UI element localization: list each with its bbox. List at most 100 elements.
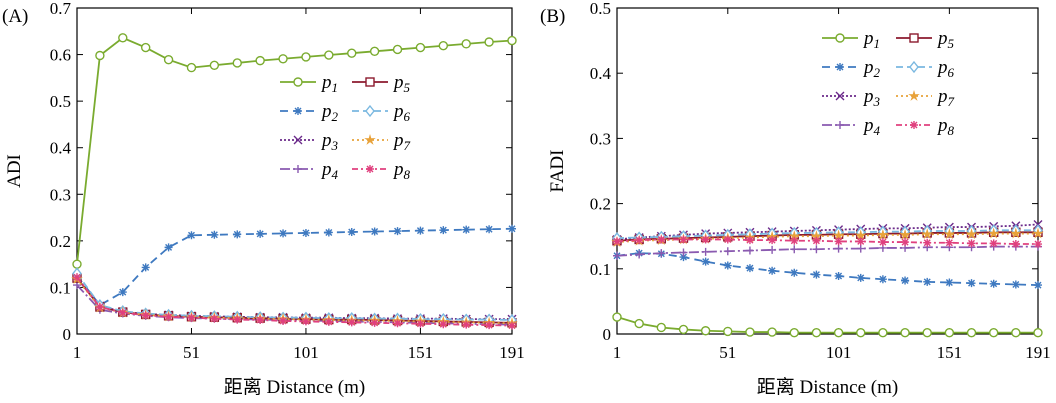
data-point <box>278 54 288 64</box>
legend-entry-subscript: 7 <box>404 138 411 153</box>
legend-entry: p7 <box>392 130 411 153</box>
legend-entry: p7 <box>936 86 955 109</box>
legend: p1 p2 p3 p4 p5 p6 p7 p8 <box>822 28 955 138</box>
data-point <box>923 238 932 247</box>
data-point <box>164 243 173 252</box>
data-point <box>438 41 449 51</box>
data-point <box>988 327 999 338</box>
data-point <box>856 237 865 246</box>
data-point <box>256 229 265 238</box>
data-point <box>723 235 732 244</box>
data-point <box>163 54 174 65</box>
data-point <box>878 327 888 338</box>
legend-entry-subscript: 5 <box>948 36 955 51</box>
legend-swatch-marker <box>365 104 375 118</box>
data-point <box>945 238 954 247</box>
data-point <box>943 228 956 240</box>
data-point <box>967 279 976 288</box>
data-point <box>141 263 150 272</box>
y-tick-label: 0.3 <box>590 129 611 148</box>
data-point <box>657 235 666 244</box>
data-point <box>768 236 777 245</box>
y-tick-label: 0.4 <box>590 64 612 83</box>
y-tick-label: 0.2 <box>590 195 611 214</box>
data-point <box>508 224 516 233</box>
y-tick-label: 0 <box>603 325 612 344</box>
data-point <box>701 247 710 256</box>
data-point <box>415 42 426 53</box>
x-tick-label: 151 <box>937 343 963 362</box>
data-point <box>922 327 932 338</box>
data-point <box>141 311 150 320</box>
data-point <box>324 228 333 237</box>
data-point <box>186 62 197 73</box>
data-point <box>324 50 334 60</box>
legend-entry-subscript: 1 <box>332 80 339 95</box>
legend-entry: p6 <box>392 101 411 124</box>
legend-swatch-marker <box>293 77 303 87</box>
x-tick-label: 1 <box>613 343 622 362</box>
data-point <box>301 52 311 62</box>
legend-entry: p3 <box>862 86 881 109</box>
data-point <box>118 288 127 297</box>
legend-swatch-marker <box>364 133 376 145</box>
data-point <box>462 225 471 234</box>
data-point <box>656 322 667 333</box>
data-point <box>812 270 821 279</box>
data-point <box>140 42 151 53</box>
data-point <box>678 324 689 335</box>
data-point <box>811 327 822 338</box>
data-point <box>232 58 242 68</box>
data-point <box>679 248 688 257</box>
legend-swatch-marker <box>836 63 844 71</box>
data-point <box>484 37 494 47</box>
data-point <box>745 236 754 245</box>
legend-entry: p2 <box>862 57 881 80</box>
legend-entry-subscript: 7 <box>948 94 955 109</box>
data-point <box>73 273 81 282</box>
data-point <box>95 302 104 311</box>
series-p2 <box>73 224 516 310</box>
data-point <box>392 44 403 55</box>
legend: p1 p2 p3 p4 p5 p6 p7 p8 <box>280 72 411 182</box>
data-point <box>635 236 644 245</box>
data-point <box>790 268 799 277</box>
data-point <box>701 235 710 244</box>
legend-entry-subscript: 6 <box>948 65 955 80</box>
data-point <box>812 236 821 245</box>
y-tick-label: 0.7 <box>50 0 72 18</box>
data-point <box>416 226 425 235</box>
data-point <box>812 245 821 254</box>
data-point <box>485 225 494 234</box>
data-point <box>279 316 288 325</box>
x-tick-label: 1 <box>73 343 82 362</box>
x-tick-label: 101 <box>826 343 852 362</box>
data-point <box>967 239 976 248</box>
data-point <box>1034 281 1042 290</box>
data-point <box>965 228 978 240</box>
data-point <box>461 39 471 49</box>
data-point <box>301 228 310 237</box>
legend-swatch-marker <box>366 165 374 173</box>
data-point <box>856 273 865 282</box>
data-point <box>187 313 196 322</box>
legend-entry-subscript: 3 <box>331 138 339 153</box>
data-point <box>508 321 516 330</box>
legend-entry-subscript: 4 <box>332 167 339 182</box>
data-point <box>255 55 265 66</box>
data-point <box>834 271 843 280</box>
data-point <box>854 229 867 241</box>
data-point <box>723 326 733 337</box>
data-point <box>462 320 471 329</box>
legend-swatch-marker <box>909 60 919 74</box>
data-point <box>233 315 242 324</box>
data-point <box>164 312 173 321</box>
data-point <box>279 229 288 238</box>
data-point <box>347 318 356 327</box>
legend-swatch-marker <box>294 165 302 173</box>
data-point <box>1032 227 1044 239</box>
legend-entry-subscript: 2 <box>874 65 881 80</box>
series-p4 <box>613 242 1042 260</box>
y-tick-label: 0.4 <box>50 139 72 158</box>
panel-label: (A) <box>2 6 28 27</box>
